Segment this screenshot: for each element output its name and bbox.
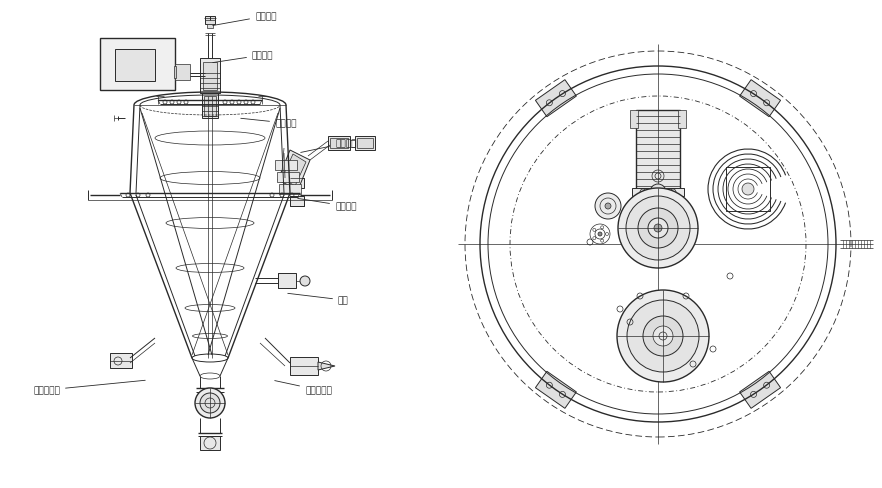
Bar	[115, 50, 155, 82]
Bar	[630, 111, 638, 129]
Bar	[279, 184, 301, 195]
Bar	[330, 139, 348, 149]
Bar	[290, 179, 304, 189]
Circle shape	[643, 316, 683, 356]
Bar	[203, 63, 217, 91]
Circle shape	[618, 189, 698, 268]
Bar	[636, 111, 680, 193]
Circle shape	[638, 208, 678, 248]
Bar	[328, 137, 350, 151]
Circle shape	[653, 326, 673, 346]
Bar	[357, 139, 373, 149]
Circle shape	[300, 276, 310, 286]
Bar	[290, 357, 318, 375]
Polygon shape	[535, 371, 576, 408]
Text: 真空反吹: 真空反吹	[301, 139, 356, 153]
Circle shape	[605, 203, 611, 209]
Text: 料温变送器: 料温变送器	[34, 381, 146, 395]
Bar	[278, 273, 296, 288]
Polygon shape	[282, 155, 306, 186]
Bar	[204, 97, 216, 117]
Bar	[632, 189, 684, 197]
Circle shape	[598, 232, 602, 237]
Polygon shape	[740, 371, 781, 408]
Text: 混合攄拌: 混合攄拌	[298, 199, 356, 211]
Bar	[277, 173, 299, 183]
Text: 真空取样器: 真空取样器	[274, 381, 332, 395]
Bar	[205, 17, 215, 25]
Bar	[200, 436, 220, 450]
Circle shape	[654, 224, 662, 232]
Circle shape	[626, 197, 690, 261]
Bar	[200, 59, 220, 94]
Bar	[202, 94, 218, 119]
Bar	[100, 39, 175, 91]
Polygon shape	[535, 81, 576, 118]
Circle shape	[742, 183, 754, 196]
Polygon shape	[278, 151, 310, 191]
Polygon shape	[740, 81, 781, 118]
Bar	[175, 65, 190, 81]
Text: 旋转接头: 旋转接头	[213, 13, 276, 26]
Text: 传动结构: 传动结构	[213, 51, 273, 63]
Bar	[678, 111, 686, 129]
Bar	[174, 67, 176, 79]
Circle shape	[627, 301, 699, 372]
Bar	[726, 168, 770, 212]
Circle shape	[648, 219, 668, 239]
Circle shape	[195, 388, 225, 418]
Circle shape	[617, 290, 709, 382]
Bar	[207, 25, 213, 29]
Circle shape	[200, 393, 220, 413]
Bar	[355, 137, 375, 151]
Text: 气锤: 气锤	[288, 294, 348, 305]
Text: 机械密封: 机械密封	[241, 119, 296, 128]
Bar	[110, 353, 132, 368]
Polygon shape	[318, 362, 335, 370]
Circle shape	[595, 194, 621, 220]
Circle shape	[650, 184, 666, 201]
Bar	[290, 197, 304, 206]
Bar	[275, 161, 297, 171]
